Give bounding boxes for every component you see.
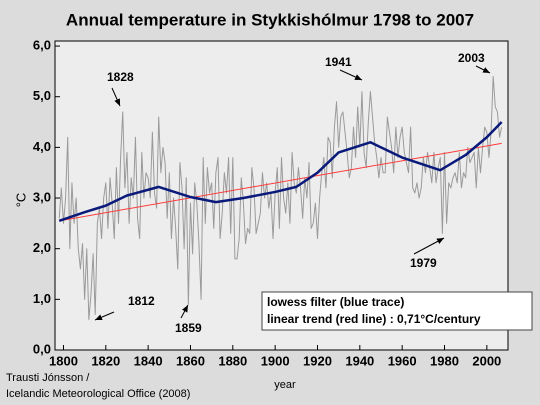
x-tick-label: 2000 <box>472 353 501 368</box>
x-tick-label: 1800 <box>49 353 78 368</box>
arrow <box>94 311 115 321</box>
y-tick-label: 0,0 <box>33 341 51 356</box>
arrow <box>339 69 363 81</box>
source: Icelandic Meteorological Office (2008) <box>6 388 190 400</box>
line-series <box>59 142 502 222</box>
arrow <box>413 237 445 255</box>
x-tick-label: 1860 <box>176 353 205 368</box>
annotation: 1828 <box>107 70 134 84</box>
x-tick-label: 1880 <box>218 353 247 368</box>
y-tick-label: 3,0 <box>33 189 51 204</box>
x-tick-label: 1980 <box>430 353 459 368</box>
y-tick-label: 4,0 <box>33 139 51 154</box>
source: Trausti Jónsson / <box>6 372 90 384</box>
x-axis-label: year <box>274 379 296 391</box>
arrows <box>94 65 491 321</box>
x-tick-label: 1840 <box>134 353 163 368</box>
annotation: 1941 <box>325 55 352 69</box>
x-tick-label: 1940 <box>345 353 374 368</box>
plot-frame <box>54 40 509 351</box>
x-tick-label: 1920 <box>303 353 332 368</box>
arrow <box>180 304 189 319</box>
y-tick-label: 1,0 <box>33 291 51 306</box>
arrow <box>111 87 121 107</box>
annotation: 1859 <box>175 321 202 335</box>
arrow <box>475 65 491 74</box>
x-tick-label: 1900 <box>261 353 290 368</box>
legend-text: lowess filter (blue trace) <box>267 295 404 309</box>
y-tick-label: 6,0 <box>33 38 51 53</box>
chart-title: Annual temperature in Stykkishólmur 1798… <box>66 10 474 29</box>
y-tick-label: 2,0 <box>33 240 51 255</box>
legend-box <box>261 291 533 331</box>
annotation: 1812 <box>128 294 155 308</box>
annotation: 1979 <box>410 256 437 270</box>
x-tick-label: 1960 <box>388 353 417 368</box>
x-tick-label: 1820 <box>91 353 120 368</box>
y-tick-label: 5,0 <box>33 88 51 103</box>
annotation: 2003 <box>458 51 485 65</box>
legend-text: linear trend (red line) : 0,71°C/century <box>267 312 481 326</box>
y-axis-label: °C <box>13 193 28 208</box>
line-series <box>58 121 503 223</box>
